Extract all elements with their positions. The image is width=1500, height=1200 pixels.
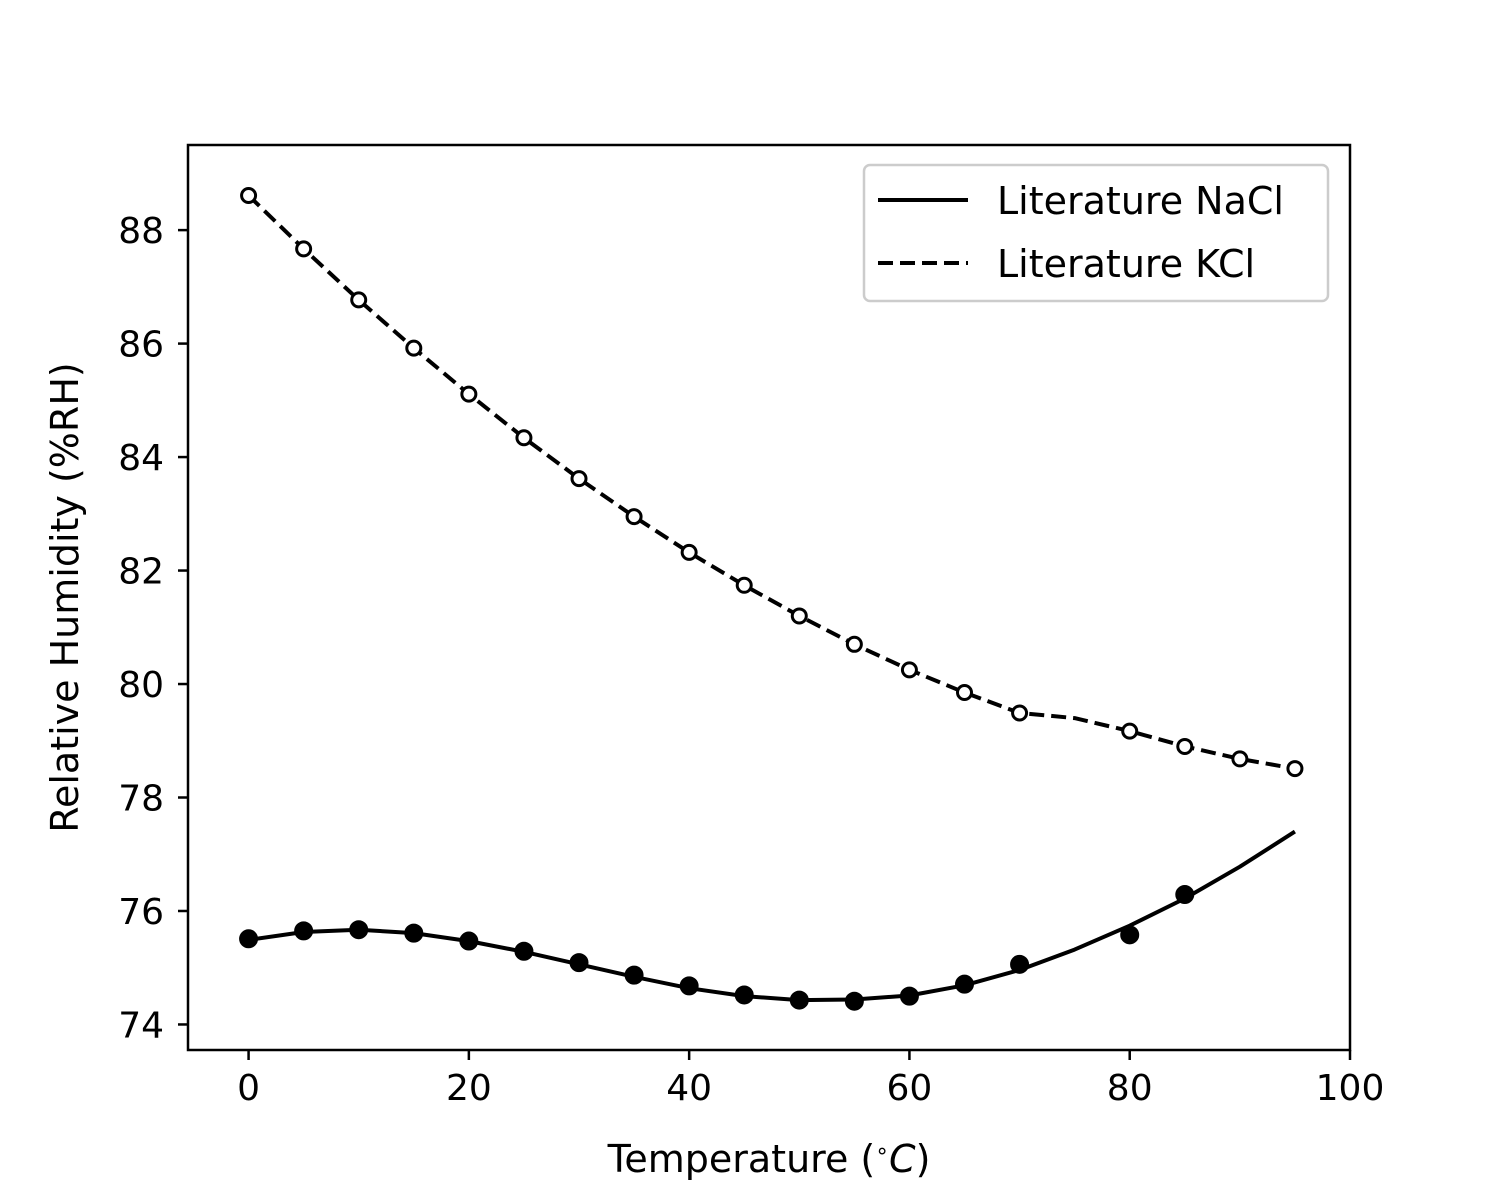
data-point-literature-nacl	[789, 990, 809, 1010]
x-axis-label-close: )	[916, 1137, 931, 1181]
data-point-literature-kcl	[956, 684, 974, 702]
x-tick-label: 60	[887, 1068, 933, 1109]
x-tick-label: 20	[446, 1068, 492, 1109]
data-point-literature-kcl	[405, 339, 423, 357]
axis-ticks: 0 20 40 60 80 100 74 76 78 80 82 84 86 88	[118, 211, 1384, 1109]
data-point-literature-kcl	[460, 385, 478, 403]
plot-content	[239, 186, 1304, 1011]
data-point-literature-nacl	[734, 985, 754, 1005]
x-tick-label: 40	[666, 1068, 712, 1109]
x-tick-label: 80	[1107, 1068, 1153, 1109]
data-point-literature-nacl	[1175, 885, 1195, 905]
legend-label-kcl: Literature KCl	[997, 242, 1255, 286]
y-tick-label: 80	[118, 665, 164, 706]
data-point-literature-kcl	[1011, 704, 1029, 722]
series-line-literature-kcl	[247, 194, 1296, 771]
data-point-literature-kcl	[735, 576, 753, 594]
plot-frame	[186, 143, 1352, 1052]
y-axis-label: Relative Humidity (%RH)	[43, 362, 87, 832]
y-tick-label: 84	[118, 438, 164, 479]
data-point-literature-nacl	[624, 965, 644, 985]
data-point-literature-kcl	[900, 661, 918, 679]
data-point-literature-kcl	[515, 429, 533, 447]
data-point-literature-nacl	[239, 929, 259, 949]
data-point-literature-kcl	[1121, 722, 1139, 740]
data-point-literature-kcl	[845, 635, 863, 653]
data-point-literature-kcl	[1231, 750, 1249, 768]
data-point-literature-kcl	[1286, 760, 1304, 778]
data-point-literature-kcl	[570, 470, 588, 488]
x-axis-label: Temperature (∘C)	[607, 1137, 931, 1181]
y-tick-label: 78	[118, 779, 164, 820]
data-point-literature-nacl	[899, 986, 919, 1006]
data-point-literature-kcl	[1176, 737, 1194, 755]
data-point-literature-nacl	[349, 920, 369, 940]
data-point-literature-kcl	[350, 291, 368, 309]
y-tick-label: 86	[118, 325, 164, 366]
legend: Literature NaCl Literature KCl	[862, 163, 1330, 303]
series-line-literature-nacl	[248, 829, 1296, 1003]
legend-box	[862, 163, 1330, 303]
data-point-literature-nacl	[679, 976, 699, 996]
y-tick-label: 74	[118, 1005, 164, 1046]
data-point-literature-nacl	[1010, 954, 1030, 974]
data-point-literature-nacl	[404, 923, 424, 943]
y-tick-label: 88	[118, 211, 164, 252]
x-axis-label-unit: C	[889, 1137, 916, 1181]
data-point-literature-nacl	[514, 941, 534, 961]
data-point-literature-nacl	[294, 921, 314, 941]
data-point-literature-kcl	[240, 186, 258, 204]
x-tick-label: 0	[237, 1068, 260, 1109]
y-tick-label: 76	[118, 892, 164, 933]
x-axis-label-degree: ∘	[875, 1139, 889, 1164]
legend-label-nacl: Literature NaCl	[997, 179, 1284, 223]
x-axis-label-main: Temperature (	[607, 1137, 876, 1181]
data-point-literature-nacl	[569, 953, 589, 973]
data-point-literature-kcl	[625, 508, 643, 526]
data-point-literature-kcl	[295, 240, 313, 258]
y-tick-label: 82	[118, 552, 164, 593]
x-tick-label: 100	[1316, 1068, 1385, 1109]
data-point-literature-nacl	[1120, 925, 1140, 945]
data-point-literature-kcl	[680, 543, 698, 561]
data-point-literature-nacl	[955, 974, 975, 994]
data-point-literature-nacl	[844, 991, 864, 1011]
data-point-literature-kcl	[790, 607, 808, 625]
data-point-literature-nacl	[459, 931, 479, 951]
